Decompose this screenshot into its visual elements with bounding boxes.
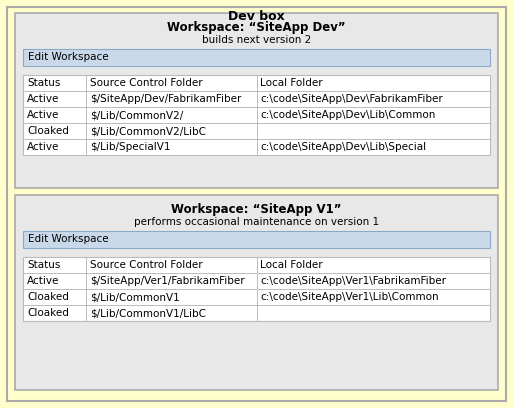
- Text: Workspace: “SiteApp Dev”: Workspace: “SiteApp Dev”: [167, 20, 346, 33]
- Text: Workspace: “SiteApp V1”: Workspace: “SiteApp V1”: [171, 202, 342, 215]
- Text: performs occasional maintenance on version 1: performs occasional maintenance on versi…: [134, 217, 379, 227]
- Bar: [23, 257, 490, 321]
- Bar: [23, 231, 490, 248]
- Text: $/Lib/CommonV2/LibC: $/Lib/CommonV2/LibC: [90, 126, 206, 136]
- Text: Active: Active: [27, 142, 60, 152]
- Text: Local Folder: Local Folder: [261, 78, 323, 88]
- Text: Active: Active: [27, 110, 60, 120]
- Text: c:\code\SiteApp\Ver1\Lib\Common: c:\code\SiteApp\Ver1\Lib\Common: [261, 292, 439, 302]
- Text: Local Folder: Local Folder: [261, 260, 323, 270]
- Bar: [23, 75, 490, 155]
- Text: builds next version 2: builds next version 2: [202, 35, 311, 45]
- Text: Status: Status: [27, 260, 61, 270]
- Text: $/Lib/CommonV2/: $/Lib/CommonV2/: [90, 110, 183, 120]
- Text: Source Control Folder: Source Control Folder: [90, 78, 203, 88]
- Text: Cloaked: Cloaked: [27, 308, 69, 318]
- Text: Edit Workspace: Edit Workspace: [28, 235, 109, 244]
- Text: $/Lib/CommonV1/LibC: $/Lib/CommonV1/LibC: [90, 308, 206, 318]
- Text: $/Lib/SpecialV1: $/Lib/SpecialV1: [90, 142, 170, 152]
- Text: Status: Status: [27, 78, 61, 88]
- Text: Cloaked: Cloaked: [27, 292, 69, 302]
- Text: $/SiteApp/Dev/FabrikamFiber: $/SiteApp/Dev/FabrikamFiber: [90, 94, 242, 104]
- Text: $/SiteApp/Ver1/FabrikamFiber: $/SiteApp/Ver1/FabrikamFiber: [90, 276, 245, 286]
- Text: Edit Workspace: Edit Workspace: [28, 53, 109, 62]
- Bar: [15, 13, 498, 188]
- Text: Dev box: Dev box: [228, 9, 285, 22]
- Bar: [15, 195, 498, 390]
- Text: Active: Active: [27, 276, 60, 286]
- Text: c:\code\SiteApp\Dev\Lib\Common: c:\code\SiteApp\Dev\Lib\Common: [261, 110, 436, 120]
- Text: Source Control Folder: Source Control Folder: [90, 260, 203, 270]
- Text: Active: Active: [27, 94, 60, 104]
- Text: c:\code\SiteApp\Dev\Lib\Special: c:\code\SiteApp\Dev\Lib\Special: [261, 142, 427, 152]
- Text: c:\code\SiteApp\Dev\FabrikamFiber: c:\code\SiteApp\Dev\FabrikamFiber: [261, 94, 443, 104]
- Text: Cloaked: Cloaked: [27, 126, 69, 136]
- Bar: [23, 49, 490, 66]
- Text: $/Lib/CommonV1: $/Lib/CommonV1: [90, 292, 180, 302]
- Text: c:\code\SiteApp\Ver1\FabrikamFiber: c:\code\SiteApp\Ver1\FabrikamFiber: [261, 276, 446, 286]
